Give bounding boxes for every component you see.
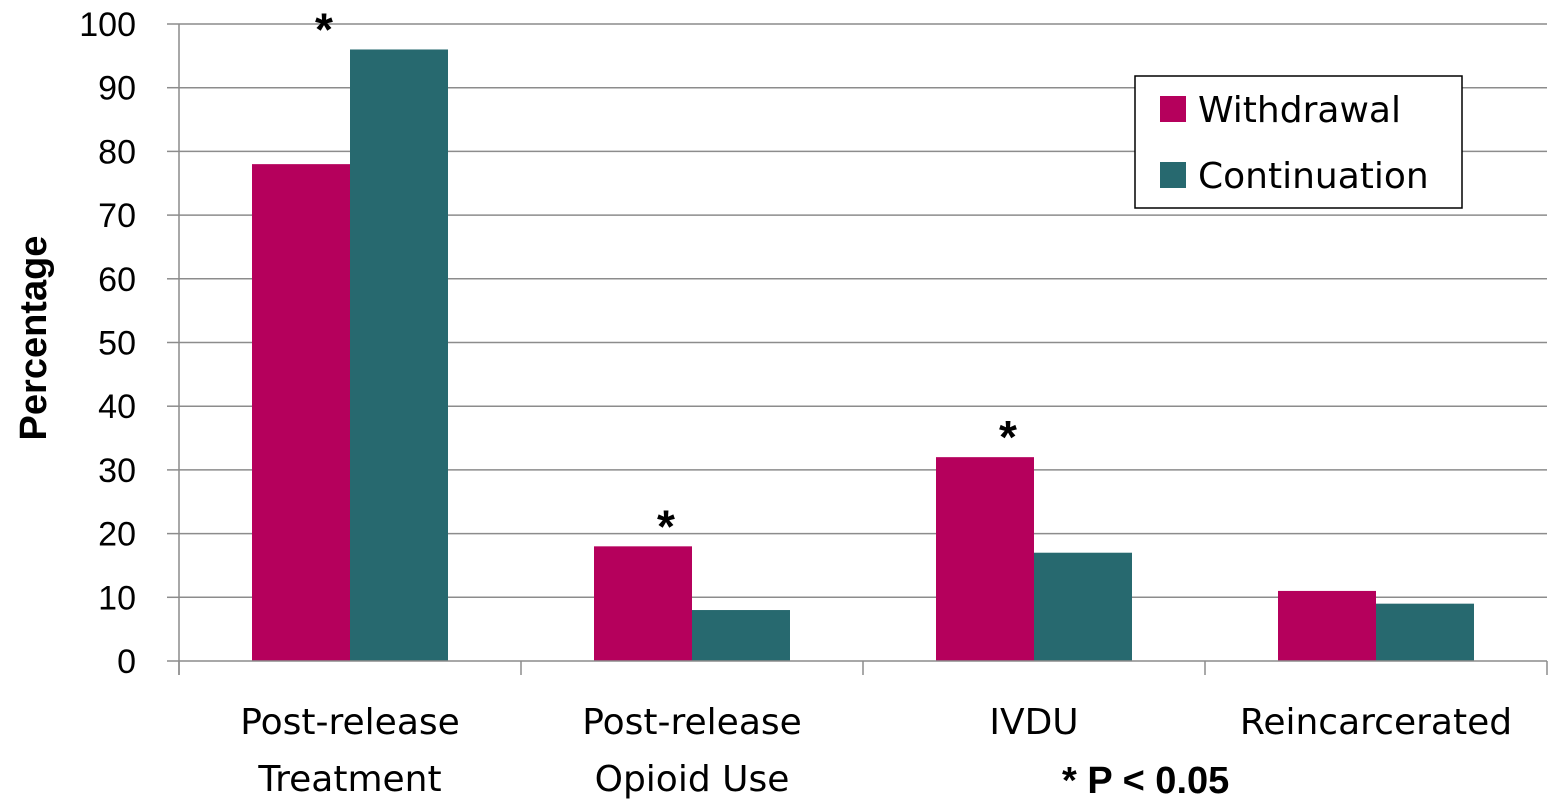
y-tick-label: 100	[79, 6, 136, 44]
bar-withdrawal	[936, 457, 1034, 661]
y-tick-label: 40	[98, 388, 136, 426]
legend: Withdrawal Continuation	[1134, 75, 1463, 209]
legend-swatch-withdrawal	[1160, 96, 1186, 122]
x-category-label: IVDU	[989, 702, 1078, 743]
axes	[167, 23, 1548, 675]
category-labels: Post-release Treatment Post-release Opioid …	[240, 702, 1512, 800]
x-category-label: Opioid Use	[595, 759, 790, 800]
y-axis-title: Percentage	[13, 236, 55, 441]
x-category-label: Post-release	[582, 702, 802, 743]
legend-box	[1134, 75, 1463, 209]
bar-continuation	[350, 49, 448, 662]
significance-footnote: * P < 0.05	[1062, 760, 1229, 800]
significance-asterisk: *	[999, 411, 1017, 463]
y-tick-label: 70	[98, 197, 136, 235]
y-tick-label: 10	[98, 579, 136, 617]
x-category-label: Reincarcerated	[1240, 702, 1512, 743]
legend-swatch-continuation	[1160, 162, 1186, 188]
x-category-label: Treatment	[257, 759, 441, 800]
y-tick-label: 20	[98, 516, 136, 554]
significance-markers: * * *	[315, 3, 1017, 552]
y-tick-label: 80	[98, 133, 136, 171]
legend-label-withdrawal: Withdrawal	[1198, 90, 1401, 131]
bar-withdrawal	[594, 546, 692, 661]
y-tick-label: 0	[117, 643, 136, 681]
significance-asterisk: *	[315, 3, 333, 55]
bar-withdrawal	[1278, 590, 1376, 661]
y-tick-label: 60	[98, 261, 136, 299]
y-tick-labels: 0 10 20 30 40 50 60 70 80 90 100	[79, 6, 136, 681]
bar-continuation	[1034, 552, 1132, 661]
significance-asterisk: *	[657, 500, 675, 552]
y-tick-label: 30	[98, 452, 136, 490]
bars	[252, 49, 1474, 662]
legend-label-continuation: Continuation	[1198, 156, 1429, 197]
y-tick-label: 50	[98, 325, 136, 363]
y-tick-label: 90	[98, 70, 136, 108]
bar-withdrawal	[252, 164, 350, 661]
bar-continuation	[692, 610, 790, 661]
bar-continuation	[1376, 603, 1474, 661]
x-category-label: Post-release	[240, 702, 460, 743]
